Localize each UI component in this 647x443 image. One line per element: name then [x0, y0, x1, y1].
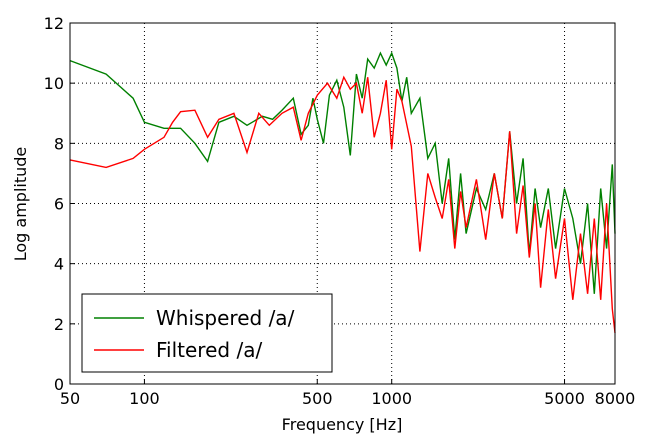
legend-box: [81, 293, 333, 373]
legend-label: Filtered /a/: [156, 338, 262, 362]
y-tick-label: 0: [54, 375, 64, 394]
x-tick-label: 100: [129, 389, 160, 408]
plot-frame: [69, 22, 616, 385]
legend-label: Whispered /a/: [156, 306, 295, 330]
y-tick-label: 6: [54, 195, 64, 214]
series-line: [69, 75, 616, 333]
y-tick-label: 2: [54, 315, 64, 334]
x-tick-label: 8000: [595, 389, 636, 408]
y-tick-label: 10: [44, 74, 64, 93]
x-tick-label: 5000: [544, 389, 585, 408]
x-tick-label: 1000: [371, 389, 412, 408]
y-tick-label: 12: [44, 14, 64, 33]
x-tick-label: 50: [60, 389, 80, 408]
series-line: [69, 51, 616, 294]
y-tick-label: 8: [54, 134, 64, 153]
x-axis-label: Frequency [Hz]: [282, 415, 403, 434]
x-tick-label: 500: [302, 389, 333, 408]
y-tick-label: 4: [54, 255, 64, 274]
y-axis-label: Log amplitude: [11, 147, 30, 262]
